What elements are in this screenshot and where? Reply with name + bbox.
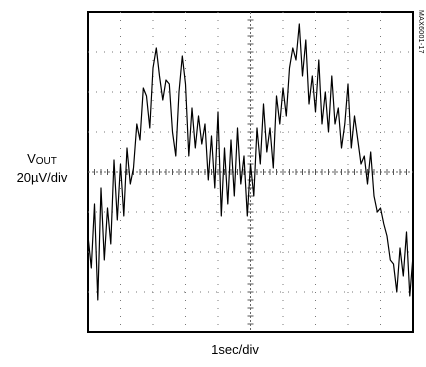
figure-id: MAX6001-17 (417, 10, 424, 54)
x-axis-label: 1sec/div (211, 342, 259, 357)
y-axis-scale: 20µV/div (16, 170, 68, 185)
y-axis-label-main: V (27, 151, 36, 166)
y-axis-label: VOUT 20µV/div (0, 150, 84, 186)
trace-group (87, 23, 414, 301)
y-axis-label-sub: OUT (35, 156, 57, 167)
vout-noise-trace (87, 23, 414, 301)
